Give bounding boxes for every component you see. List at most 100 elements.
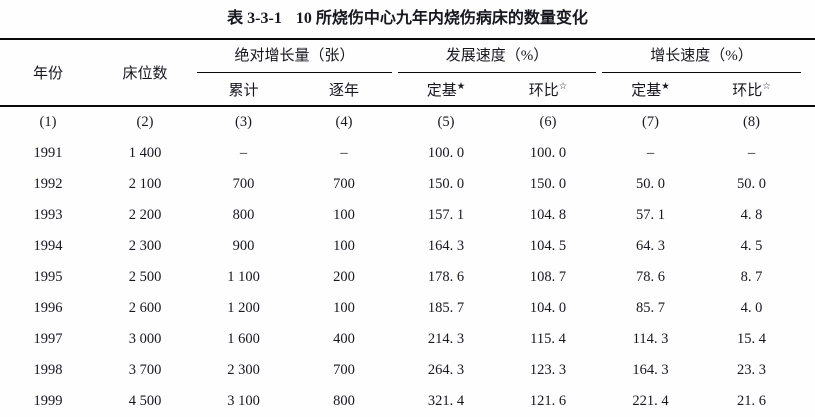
subheader-cumulative: 累计 bbox=[194, 73, 293, 106]
value-cell: 800 bbox=[232, 207, 255, 223]
table-row: 1997 3 000 1 600 400 214. 3 115. 4 114. 3 15. 4 bbox=[0, 324, 815, 355]
value-cell: – bbox=[340, 145, 348, 161]
value-cell: 100. 0 bbox=[427, 145, 465, 161]
subheader-yearly: 逐年 bbox=[293, 73, 395, 106]
table-row: 1999 4 500 3 100 800 321. 4 121. 6 221. 4 21. 6 bbox=[0, 386, 815, 417]
column-number-row: (1) (2) (3) (4) (5) (6) (7) (8) bbox=[0, 106, 815, 138]
value-cell: 3 700 bbox=[128, 362, 162, 378]
column-number: (5) bbox=[437, 114, 455, 130]
year-cell: 1999 bbox=[33, 393, 63, 409]
table-row: 1992 2 100 700 700 150. 0 150. 0 50. 0 50. 0 bbox=[0, 169, 815, 200]
column-number: (6) bbox=[539, 114, 557, 130]
value-cell: 1 100 bbox=[227, 269, 260, 285]
value-cell: 700 bbox=[333, 362, 355, 378]
value-cell: 221. 4 bbox=[632, 393, 669, 409]
table-title: 表 3-3-1 10 所烧伤中心九年内烧伤病床的数量变化 bbox=[0, 0, 815, 38]
statistics-table: 年份 床位数 绝对增长量（张） 发展速度（%） 增长速度（%） 累计 逐年 定基… bbox=[0, 38, 815, 417]
value-cell: 178. 6 bbox=[427, 269, 465, 285]
column-number: (2) bbox=[136, 114, 154, 130]
value-cell: 104. 5 bbox=[529, 238, 567, 254]
value-cell: 150. 0 bbox=[427, 176, 465, 192]
group-label-absolute-growth: 绝对增长量（张） bbox=[197, 40, 393, 73]
column-number: (4) bbox=[335, 114, 353, 130]
value-cell: 321. 4 bbox=[427, 393, 465, 409]
value-cell: 264. 3 bbox=[427, 362, 465, 378]
table-row: 1991 1 400 – – 100. 0 100. 0 – – bbox=[0, 138, 815, 169]
year-cell: 1996 bbox=[33, 300, 63, 316]
table-row: 1998 3 700 2 300 700 264. 3 123. 3 164. 3 23. 3 bbox=[0, 355, 815, 386]
value-cell: 50. 0 bbox=[737, 176, 767, 192]
star-filled-icon: ★ bbox=[661, 81, 670, 92]
header-year: 年份 bbox=[32, 66, 63, 82]
value-cell: 3 100 bbox=[227, 393, 260, 409]
value-cell: 100 bbox=[333, 300, 355, 316]
value-cell: 85. 7 bbox=[636, 300, 666, 316]
value-cell: 2 100 bbox=[128, 176, 162, 192]
year-cell: 1994 bbox=[33, 238, 63, 254]
star-hollow-icon: ☆ bbox=[762, 81, 771, 92]
value-cell: 4 500 bbox=[128, 393, 162, 409]
value-cell: 2 300 bbox=[128, 238, 162, 254]
value-cell: 150. 0 bbox=[529, 176, 567, 192]
value-cell: 700 bbox=[232, 176, 255, 192]
header-group-absolute-growth: 绝对增长量（张） bbox=[194, 39, 395, 73]
value-cell: 164. 3 bbox=[427, 238, 465, 254]
subheader-label: 累计 bbox=[228, 82, 259, 99]
value-cell: 50. 0 bbox=[636, 176, 666, 192]
year-cell: 1991 bbox=[33, 145, 63, 161]
year-cell: 1997 bbox=[33, 331, 63, 347]
column-number: (8) bbox=[743, 114, 760, 130]
value-cell: 78. 6 bbox=[636, 269, 666, 285]
value-cell: 23. 3 bbox=[737, 362, 767, 378]
table-body: (1) (2) (3) (4) (5) (6) (7) (8) 1991 1 400 – – 100. … bbox=[0, 106, 815, 417]
value-cell: – bbox=[646, 145, 655, 161]
year-cell: 1998 bbox=[33, 362, 63, 378]
value-cell: 700 bbox=[333, 176, 355, 192]
value-cell: 115. 4 bbox=[530, 331, 566, 347]
star-filled-icon: ★ bbox=[456, 81, 466, 92]
value-cell: 4. 8 bbox=[740, 207, 763, 223]
value-cell: 2 300 bbox=[227, 362, 260, 378]
subheader-chain-dev: 环比☆ bbox=[497, 73, 599, 106]
value-cell: 64. 3 bbox=[636, 238, 666, 254]
value-cell: 2 200 bbox=[128, 207, 162, 223]
year-cell: 1992 bbox=[33, 176, 63, 192]
header-group-growth-speed: 增长速度（%） bbox=[599, 39, 815, 73]
value-cell: 214. 3 bbox=[427, 331, 465, 347]
value-cell: 2 600 bbox=[128, 300, 162, 316]
value-cell: 57. 1 bbox=[636, 207, 666, 223]
year-cell: 1995 bbox=[33, 269, 63, 285]
table-header: 年份 床位数 绝对增长量（张） 发展速度（%） 增长速度（%） 累计 逐年 定基… bbox=[0, 39, 815, 106]
value-cell: 123. 3 bbox=[529, 362, 567, 378]
value-cell: 114. 3 bbox=[632, 331, 669, 347]
year-cell: 1993 bbox=[33, 207, 63, 223]
value-cell: 1 600 bbox=[227, 331, 260, 347]
table-row: 1993 2 200 800 100 157. 1 104. 8 57. 1 4. 8 bbox=[0, 200, 815, 231]
subheader-label: 逐年 bbox=[329, 82, 360, 99]
value-cell: 8. 7 bbox=[740, 269, 763, 285]
table-caption: 10 所烧伤中心九年内烧伤病床的数量变化 bbox=[295, 10, 588, 27]
table-row: 1995 2 500 1 100 200 178. 6 108. 7 78. 6 8. 7 bbox=[0, 262, 815, 293]
value-cell: 3 000 bbox=[128, 331, 162, 347]
group-label-growth-speed: 增长速度（%） bbox=[602, 40, 802, 73]
subheader-label: 定基 bbox=[426, 82, 457, 99]
column-number: (3) bbox=[235, 114, 252, 130]
value-cell: 4. 0 bbox=[740, 300, 763, 316]
value-cell: 800 bbox=[333, 393, 355, 409]
value-cell: 400 bbox=[333, 331, 355, 347]
value-cell: 100 bbox=[333, 207, 355, 223]
subheader-label: 环比 bbox=[732, 82, 763, 99]
value-cell: 1 400 bbox=[128, 145, 162, 161]
value-cell: 164. 3 bbox=[632, 362, 669, 378]
value-cell: 104. 0 bbox=[529, 300, 567, 316]
header-group-development-speed: 发展速度（%） bbox=[395, 39, 599, 73]
value-cell: 2 500 bbox=[128, 269, 162, 285]
subheader-fixed-base-dev: 定基★ bbox=[395, 73, 497, 106]
value-cell: 4. 5 bbox=[740, 238, 763, 254]
value-cell: 100 bbox=[333, 238, 355, 254]
value-cell: 157. 1 bbox=[427, 207, 465, 223]
value-cell: 104. 8 bbox=[529, 207, 567, 223]
value-cell: 100. 0 bbox=[529, 145, 567, 161]
value-cell: 108. 7 bbox=[529, 269, 567, 285]
